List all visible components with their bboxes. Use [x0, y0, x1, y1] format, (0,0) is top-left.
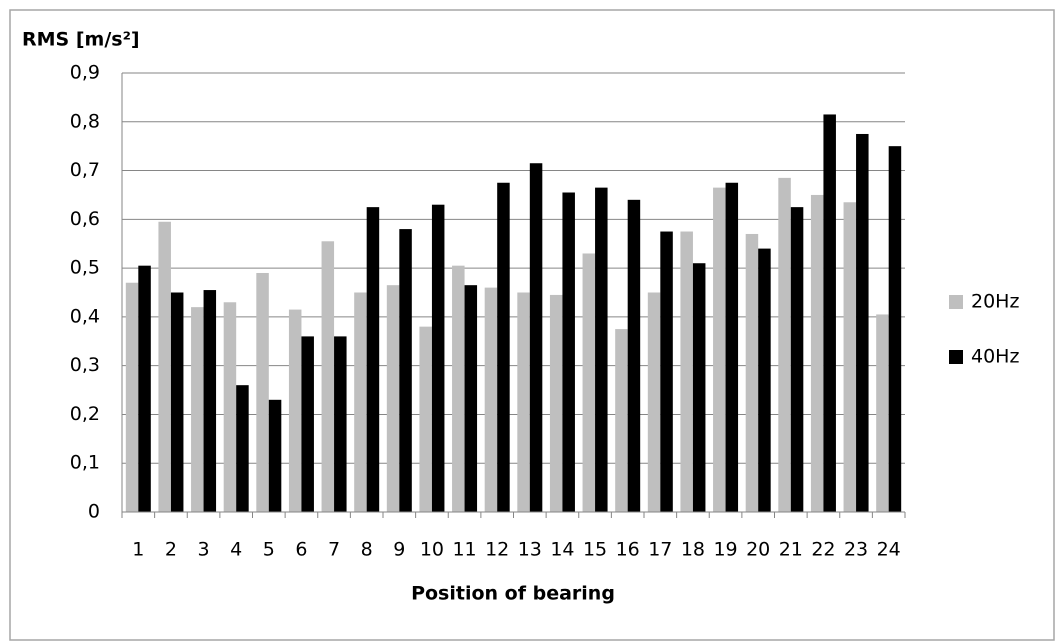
bar	[680, 231, 693, 512]
x-tick-label: 18	[681, 539, 705, 561]
legend-swatch	[949, 350, 963, 364]
bar	[203, 290, 217, 512]
y-tick-label: 0,8	[70, 110, 100, 132]
bar	[321, 241, 335, 513]
x-tick-label: 24	[877, 539, 901, 561]
bar	[660, 231, 673, 512]
bar	[595, 187, 608, 512]
x-tick-label: 19	[713, 539, 737, 561]
bar	[529, 163, 543, 512]
bar	[288, 309, 302, 512]
x-tick-label: 13	[518, 539, 542, 561]
bar	[823, 114, 836, 512]
bar	[725, 182, 739, 512]
x-tick-label: 1	[132, 539, 144, 561]
bar	[366, 207, 380, 512]
bar	[876, 314, 889, 512]
bar	[758, 248, 771, 512]
x-tick-label: 21	[779, 539, 803, 561]
legend-swatch	[949, 295, 963, 309]
x-tick-label: 22	[811, 539, 835, 561]
bar	[419, 326, 432, 512]
bar	[856, 133, 869, 512]
bar	[582, 253, 596, 512]
bar	[191, 307, 204, 512]
y-tick-label: 0,9	[70, 62, 100, 84]
bar	[778, 177, 791, 512]
y-tick-label: 0	[88, 501, 100, 523]
bar	[399, 229, 412, 513]
x-tick-label: 14	[550, 539, 574, 561]
bar	[431, 204, 445, 512]
x-tick-label: 7	[328, 539, 340, 561]
x-tick-label: 8	[361, 539, 373, 561]
bar	[810, 194, 824, 512]
x-tick-label: 3	[198, 539, 210, 561]
bar	[843, 202, 857, 512]
bar	[549, 294, 563, 512]
bar	[464, 285, 478, 512]
x-tick-label: 12	[485, 539, 509, 561]
x-tick-label: 2	[165, 539, 177, 561]
x-tick-label: 11	[452, 539, 476, 561]
bar	[745, 233, 759, 512]
x-tick-label: 9	[393, 539, 405, 561]
bar	[236, 385, 249, 512]
bar	[125, 282, 139, 512]
y-tick-label: 0,7	[70, 159, 100, 181]
x-tick-label: 10	[420, 539, 444, 561]
bar	[497, 182, 510, 512]
bar	[223, 302, 237, 512]
bar	[615, 329, 628, 512]
bar	[484, 287, 498, 512]
y-tick-label: 0,5	[70, 257, 100, 279]
x-tick-label: 4	[230, 539, 242, 561]
x-tick-label: 23	[844, 539, 868, 561]
x-tick-label: 5	[263, 539, 275, 561]
bar	[517, 292, 530, 512]
bar	[888, 146, 902, 512]
x-tick-label: 17	[648, 539, 672, 561]
bar	[256, 272, 269, 512]
bar	[301, 336, 314, 512]
bar	[158, 221, 171, 512]
x-tick-label: 20	[746, 539, 770, 561]
bar	[386, 285, 400, 512]
bar	[452, 265, 465, 512]
bar	[647, 292, 661, 512]
bar	[627, 199, 641, 513]
x-axis-label: Position of bearing	[411, 583, 615, 605]
x-tick-label: 15	[583, 539, 607, 561]
y-tick-label: 0,1	[70, 452, 100, 474]
y-tick-label: 0,2	[70, 403, 100, 425]
bar	[692, 263, 706, 512]
bar	[138, 265, 151, 512]
x-tick-label: 6	[295, 539, 307, 561]
bar	[354, 292, 367, 512]
bar	[713, 187, 726, 512]
legend-label: 40Hz	[971, 346, 1019, 368]
bar	[562, 192, 575, 512]
bar	[268, 399, 282, 512]
bar	[170, 292, 184, 512]
x-tick-label: 16	[616, 539, 640, 561]
bar	[790, 207, 804, 512]
y-axis-label: RMS [m/s²]	[22, 29, 140, 51]
y-tick-label: 0,6	[70, 208, 100, 230]
bar	[334, 336, 347, 512]
y-tick-label: 0,4	[70, 305, 100, 327]
y-tick-label: 0,3	[70, 354, 100, 376]
legend-label: 20Hz	[971, 291, 1019, 313]
